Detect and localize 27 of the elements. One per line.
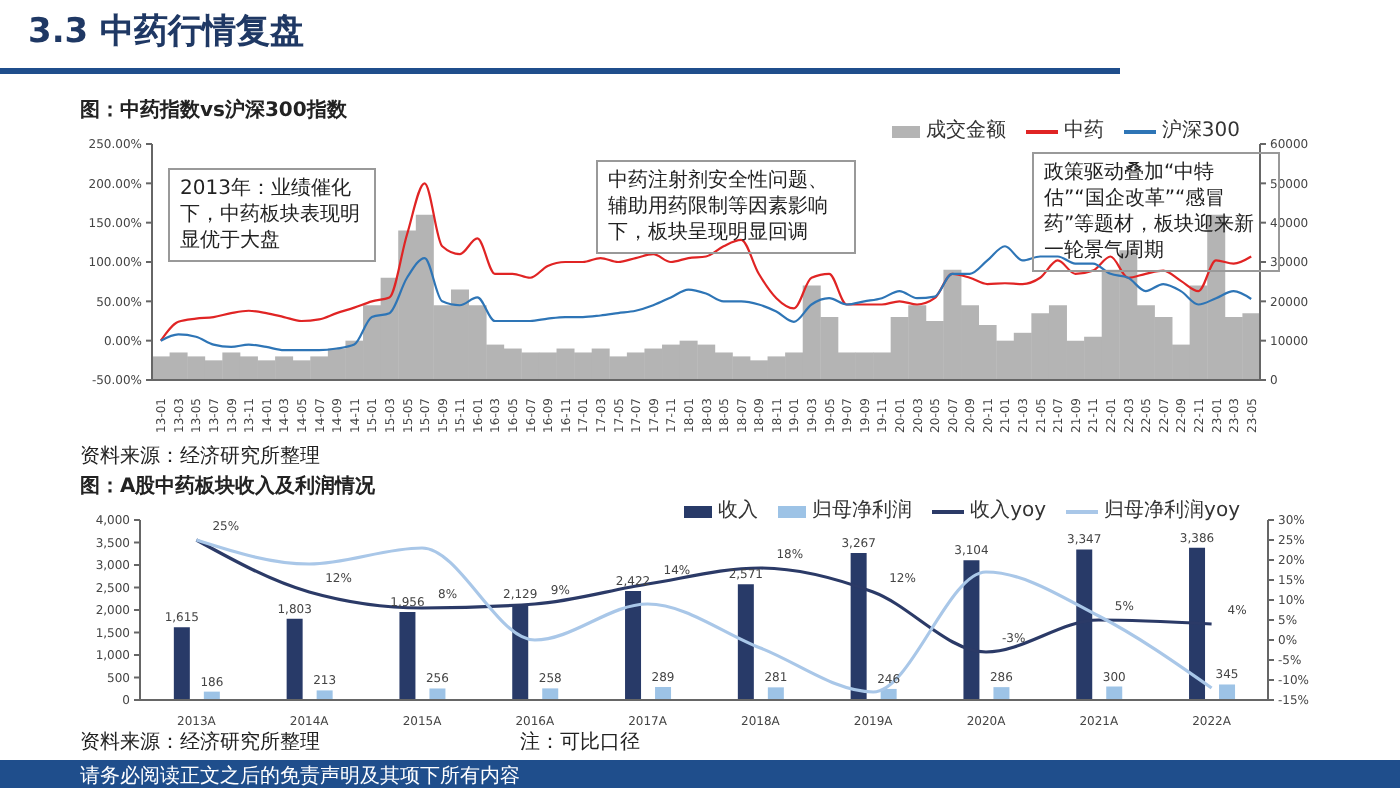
legend-label: 成交金额 [925,120,1006,144]
bar [429,688,446,700]
legend-label: 收入yoy [970,500,1047,524]
bar [737,584,754,700]
legend-label: 归母净利润 [812,500,913,524]
chart-title: 图：中药指数vs沪深300指数 [80,96,347,124]
legend-label: 沪深300 [1161,120,1240,144]
text: 注：可比口径 [520,730,640,756]
text: 资料来源：经济研究所整理 [80,730,320,756]
annotation: 中药注射剂安全性问题、辅助用药限制等因素影响下，板块呈现明显回调 [596,160,856,254]
legend-label: 归母净利润yoy [1104,500,1240,524]
bar [655,687,672,700]
annotation: 2013年：业绩催化下，中药板块表现明显优于大盘 [168,168,376,262]
bar [542,688,559,700]
text: 资料来源：经济研究所整理 [80,444,320,470]
bar [1219,684,1236,700]
legend-label: 中药 [1063,120,1104,144]
bar [316,690,333,700]
chart-title: 图：A股中药板块收入及利润情况 [80,472,376,500]
bar [286,618,303,700]
annotation: 政策驱动叠加“中特估”“国企改革”“感冒药”等题材，板块迎来新一轮景气周期 [1044,162,1255,262]
bar [173,627,190,700]
bar [993,687,1010,700]
legend-label: 收入 [718,500,759,524]
text: 请务必阅读正文之后的免责声明及其项下所有内容 [80,764,520,788]
bar [767,687,784,700]
text: 3.3 中药行情复盘 [28,12,305,52]
